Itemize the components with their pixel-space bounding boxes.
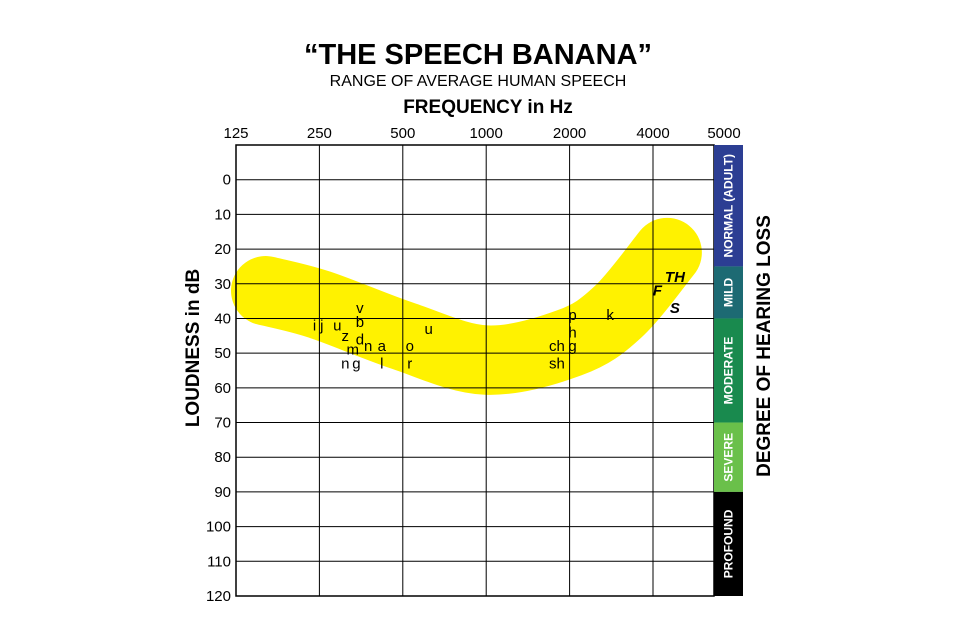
phoneme-label: v [356,300,364,317]
chart-title: “THE SPEECH BANANA” [304,39,652,71]
y-tick-label: 80 [214,449,231,466]
phoneme-label: g [352,356,360,373]
hearing-loss-band [714,422,743,492]
y-tick-labels: 0 10 20 30 40 50 60 70 80 90 100 110 120 [206,172,231,605]
phoneme-label: z [342,328,350,345]
hearing-loss-band [714,266,743,319]
x-tick-label: 250 [307,125,332,142]
phoneme-label: l [380,356,383,373]
y-tick-label: 70 [214,415,231,432]
phoneme-label: k [606,307,614,324]
y-tick-label: 100 [206,519,231,536]
phoneme-label: n [364,338,372,355]
phoneme-label: TH [665,269,686,286]
x-tick-label: 125 [223,125,248,142]
y-tick-label: 0 [223,172,231,189]
phoneme-label: n [341,356,349,373]
hearing-loss-band-label: SEVERE [722,433,736,482]
hearing-loss-band-label: PROFOUND [722,509,736,578]
x-tick-label: 1000 [470,125,503,142]
phoneme-label: u [333,317,341,334]
phoneme-label: a [378,338,387,355]
y-tick-label: 50 [214,345,231,362]
phoneme-label: m [347,342,360,359]
y-tick-label: 90 [214,484,231,501]
phoneme-label: F [653,283,663,300]
hearing-loss-band-label: MILD [722,277,736,307]
phoneme-label: r [407,356,412,373]
hearing-loss-axis-label: DEGREE OF HEARING LOSS [754,215,775,477]
phoneme-label: b [356,314,364,331]
hearing-loss-band-label: MODERATE [722,337,736,405]
hearing-loss-band [714,491,743,596]
phoneme-label: i [313,317,316,334]
y-tick-label: 30 [214,276,231,293]
grid-layer [235,144,715,597]
y-tick-label: 20 [214,241,231,258]
y-tick-label: 40 [214,310,231,327]
y-tick-label: 120 [206,588,231,605]
x-tick-label: 4000 [636,125,669,142]
x-tick-label: 500 [390,125,415,142]
x-tick-label: 5000 [707,125,740,142]
x-tick-label: 2000 [553,125,586,142]
phoneme-label: ch [549,338,565,355]
phoneme-label: sh [549,356,565,373]
phoneme-label: u [425,321,433,338]
y-tick-label: 10 [214,206,231,223]
phoneme-label: h [568,324,576,341]
phoneme-label: d [356,331,364,348]
phoneme-label: S [670,300,680,317]
hearing-loss-band [714,318,743,423]
y-tick-label: 60 [214,380,231,397]
phoneme-label: p [568,307,576,324]
hearing-loss-bands: NORMAL (ADULT) MILD MODERATE SEVERE PROFOUND [714,145,743,596]
phoneme-label: o [406,338,414,355]
phoneme-label: g [568,338,576,355]
y-axis-label: LOUDNESS in dB [183,269,204,427]
hearing-loss-band-label: NORMAL (ADULT) [722,154,736,258]
x-axis-label: FREQUENCY in Hz [403,97,573,118]
phoneme-label: j [319,317,323,334]
y-tick-label: 110 [207,553,231,570]
x-tick-labels: 125 250 500 1000 2000 4000 5000 [223,125,740,142]
hearing-loss-band [714,145,743,267]
chart-subtitle: RANGE OF AVERAGE HUMAN SPEECH [330,73,627,90]
